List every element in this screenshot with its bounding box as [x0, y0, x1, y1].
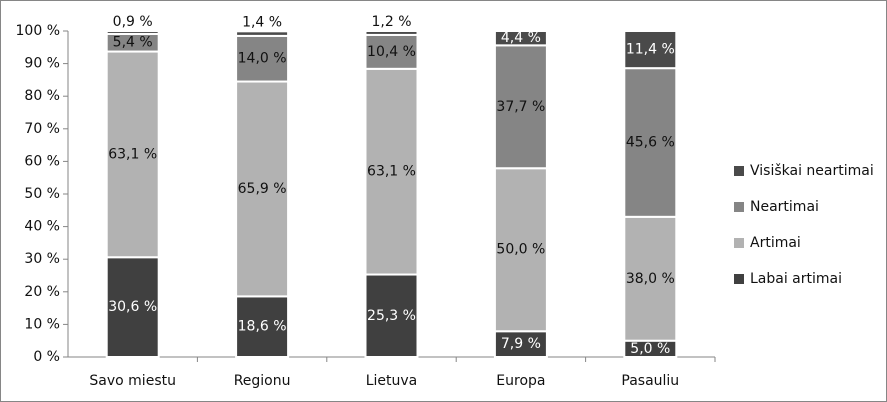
- bar-segment: [493, 30, 548, 47]
- value-label: 1,2 %: [371, 14, 411, 30]
- value-label: 7,9 %: [501, 336, 541, 352]
- value-label: 5,0 %: [630, 341, 670, 357]
- value-label: 11,4 %: [626, 42, 675, 58]
- y-tick-label: 50 %: [24, 186, 60, 202]
- legend-label: Neartimai: [750, 199, 819, 215]
- legend-label: Labai artimai: [750, 271, 842, 287]
- value-label: 1,4 %: [242, 14, 282, 30]
- x-tick-label: Savo miestu: [89, 373, 176, 389]
- value-label: 30,6 %: [108, 299, 157, 315]
- y-tick-label: 20 %: [24, 284, 60, 300]
- x-tick-label: Pasauliu: [621, 373, 679, 389]
- y-tick-label: 40 %: [24, 219, 60, 235]
- y-tick-label: 90 %: [24, 56, 60, 72]
- legend-swatch: [734, 274, 744, 284]
- value-label: 65,9 %: [238, 181, 287, 197]
- value-label: 63,1 %: [367, 164, 416, 180]
- y-tick-label: 80 %: [24, 88, 60, 104]
- bar-segment: [623, 215, 678, 342]
- value-label: 45,6 %: [626, 134, 675, 150]
- value-label: 4,4 %: [501, 30, 541, 46]
- value-label: 25,3 %: [367, 308, 416, 324]
- legend-label: Visiškai neartimai: [750, 163, 874, 179]
- y-tick-label: 70 %: [24, 121, 60, 137]
- value-label: 50,0 %: [496, 242, 545, 258]
- x-tick-label: Regionu: [234, 373, 291, 389]
- y-tick-label: 100 %: [16, 23, 60, 39]
- bar-segment: [235, 30, 290, 37]
- legend-swatch: [734, 166, 744, 176]
- bar-segment: [364, 273, 419, 358]
- legend-swatch: [734, 238, 744, 248]
- y-tick-label: 10 %: [24, 316, 60, 332]
- y-tick-label: 0 %: [33, 349, 60, 365]
- value-label: 63,1 %: [108, 146, 157, 162]
- value-label: 18,6 %: [238, 319, 287, 335]
- y-tick-label: 60 %: [24, 153, 60, 169]
- bar-segment: [623, 67, 678, 218]
- value-label: 5,4 %: [113, 35, 153, 51]
- bar-segment: [364, 30, 419, 36]
- value-label: 14,0 %: [238, 51, 287, 67]
- bar-segment: [105, 30, 160, 35]
- value-label: 0,9 %: [113, 14, 153, 30]
- bar-segment: [235, 80, 290, 298]
- bar-segment: [623, 30, 678, 70]
- value-label: 37,7 %: [496, 99, 545, 115]
- bar-segment: [364, 67, 419, 276]
- y-tick-label: 30 %: [24, 251, 60, 267]
- bar-segment: [235, 34, 290, 83]
- legend-label: Artimai: [750, 235, 801, 251]
- x-tick-label: Lietuva: [366, 373, 418, 389]
- legend-swatch: [734, 202, 744, 212]
- value-label: 38,0 %: [626, 271, 675, 287]
- value-label: 10,4 %: [367, 44, 416, 60]
- x-tick-label: Europa: [496, 373, 545, 389]
